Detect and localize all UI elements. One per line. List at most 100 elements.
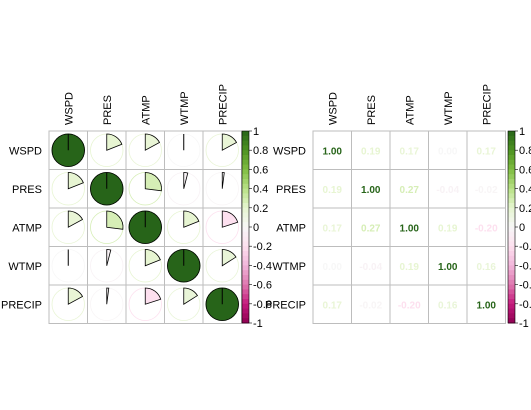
colorbar-segment <box>508 227 515 233</box>
colorbar-segment <box>508 217 515 223</box>
colorbar-segment <box>242 251 249 257</box>
colorbar-segment <box>508 313 515 319</box>
grid-cell <box>389 284 429 324</box>
colorbar-segment <box>242 217 249 223</box>
grid-cell <box>312 284 352 324</box>
cell-value: -0.04 <box>359 262 382 273</box>
colorbar-segment <box>242 236 249 242</box>
colorbar-tick-label: -1 <box>253 318 263 330</box>
pie-slice <box>144 133 161 151</box>
cell-value: 0.19 <box>323 185 343 196</box>
colorbar-segment <box>242 131 249 137</box>
colorbar-segment <box>242 260 249 266</box>
grid-cell <box>466 130 506 170</box>
pie-slice <box>221 172 225 189</box>
colorbar-tick-label: -0.2 <box>253 241 272 253</box>
column-label: PRECIP <box>217 84 229 125</box>
colorbar-tick-label: 0.4 <box>519 184 531 196</box>
colorbar-segment <box>508 135 515 142</box>
colorbar-segment <box>508 246 515 252</box>
colorbar-segment <box>508 179 515 185</box>
cell-value: 0.19 <box>361 146 381 157</box>
colorbar-tick-label: 0.6 <box>519 164 531 176</box>
colorbar-segment <box>242 207 249 214</box>
column-label: WSPD <box>63 92 75 125</box>
column-label: PRECIP <box>481 84 493 125</box>
colorbar-tick-label: 0.8 <box>253 145 268 157</box>
row-label: WTMP <box>272 261 306 273</box>
colorbar-segment <box>508 150 515 156</box>
colorbar-segment <box>508 145 515 151</box>
pie-slice <box>106 133 123 151</box>
colorbar-tick-label: 0.2 <box>519 203 531 215</box>
colorbar-segment <box>242 246 249 252</box>
cell-value: 1.00 <box>361 185 381 196</box>
colorbar-segment <box>242 313 249 319</box>
colorbar-segment <box>242 135 249 142</box>
pie-slice <box>221 210 239 228</box>
colorbar-segment <box>242 294 249 300</box>
row-label: PRES <box>276 184 306 196</box>
cell-value: 0.19 <box>400 262 420 273</box>
pie-slice <box>183 172 189 189</box>
colorbar-segment <box>242 203 249 209</box>
colorbar-tick-label: -0.8 <box>519 299 531 311</box>
colorbar-segment <box>508 155 515 161</box>
cell-value: 0.27 <box>361 223 381 234</box>
grid-cell <box>389 207 429 247</box>
colorbar-segment <box>242 303 249 310</box>
grid-cell <box>466 246 506 286</box>
grid-cell <box>428 169 468 209</box>
grid-cell <box>312 169 352 209</box>
colorbar-segment <box>242 299 249 305</box>
colorbar-segment <box>242 164 249 170</box>
cell-value: -0.02 <box>359 300 382 311</box>
grid-cell <box>389 130 429 170</box>
colorbar-segment <box>508 169 515 175</box>
cell-value: 0.19 <box>438 223 458 234</box>
colorbar-segment <box>242 318 249 324</box>
colorbar-segment <box>508 140 515 146</box>
grid-cell <box>312 207 352 247</box>
colorbar-segment <box>508 236 515 242</box>
cell-value: 1.00 <box>438 262 458 273</box>
colorbar-segment <box>242 193 249 199</box>
pie-slice <box>144 172 162 192</box>
pie-slice <box>106 210 124 230</box>
colorbar-segment <box>508 255 515 262</box>
grid-cell <box>428 130 468 170</box>
colorbar-segment <box>508 241 515 247</box>
row-label: PRES <box>12 184 42 196</box>
colorbar-segment <box>508 174 515 180</box>
grid-cell <box>351 246 391 286</box>
colorbar-segment <box>242 179 249 185</box>
number-correlation-panel: 1.00 0.19 0.17 0.00 0.17 0.19 1.00 0.27 -0.04 -0.… <box>265 84 531 330</box>
colorbar-segment <box>508 207 515 214</box>
colorbar-tick-label: -1 <box>519 318 529 330</box>
column-label: WTMP <box>179 91 191 125</box>
pie-slice <box>67 210 84 228</box>
row-label: ATMP <box>12 222 42 234</box>
colorbar-tick-label: 0.6 <box>253 164 268 176</box>
colorbar-segment <box>508 222 515 228</box>
pie-slice <box>221 249 237 267</box>
grid-cell <box>351 169 391 209</box>
pie-slice <box>183 287 199 305</box>
colorbar-segment <box>508 279 515 286</box>
row-label: WSPD <box>9 145 42 157</box>
row-label: WSPD <box>273 145 306 157</box>
colorbar-segment <box>508 212 515 218</box>
column-label: WSPD <box>327 92 339 125</box>
pie-slice <box>106 287 110 305</box>
row-label: PRECIP <box>1 299 42 311</box>
pie-correlation-panel: WSPD PRES ATMP WTMP PRECIP WSPD PRES ATMP WTMP PR… <box>1 84 272 330</box>
pie-slice <box>144 287 162 305</box>
colorbar-segment <box>242 159 249 166</box>
grid-cell <box>466 169 506 209</box>
colorbar-segment <box>242 169 249 175</box>
colorbar-tick-label: 1 <box>519 126 525 138</box>
cell-value: 1.00 <box>323 146 343 157</box>
colorbar-segment <box>508 308 515 314</box>
colorbar-tick-label: 0.4 <box>253 184 268 196</box>
